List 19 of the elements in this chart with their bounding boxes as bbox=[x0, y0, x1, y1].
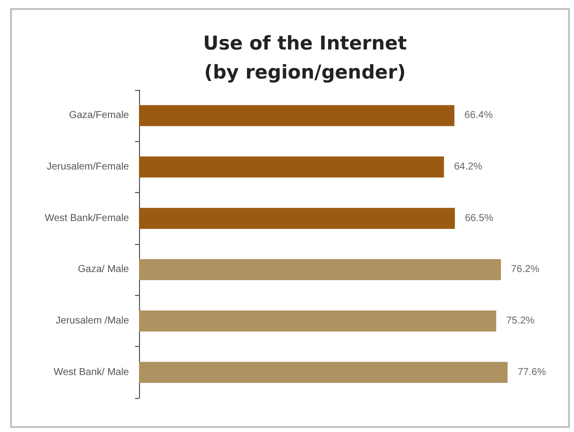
y-tick-label: Gaza/Female bbox=[68, 110, 130, 122]
data-label: 75.2% bbox=[506, 316, 535, 326]
bar bbox=[139, 259, 501, 280]
chart-title: Use of the Internet (by region/gender) bbox=[203, 32, 407, 84]
y-tick-label: West Bank/Female bbox=[44, 212, 130, 224]
data-label: 64.2% bbox=[454, 162, 482, 172]
y-tick-label: Gaza/ Male bbox=[78, 264, 130, 276]
bar bbox=[139, 105, 454, 126]
data-label: 77.6% bbox=[518, 366, 546, 378]
data-label: 66.4% bbox=[464, 110, 493, 122]
data-label: 66.5% bbox=[464, 212, 494, 224]
y-tick-label: West Bank/ Male bbox=[54, 366, 130, 378]
bar bbox=[139, 208, 455, 229]
bar bbox=[139, 310, 496, 332]
y-tick-label: Jerusalem /Male bbox=[56, 316, 130, 326]
bar bbox=[139, 156, 444, 178]
bar bbox=[139, 362, 508, 383]
y-tick-label: Jerusalem/Female bbox=[46, 162, 130, 172]
data-label: 76.2% bbox=[510, 264, 540, 276]
